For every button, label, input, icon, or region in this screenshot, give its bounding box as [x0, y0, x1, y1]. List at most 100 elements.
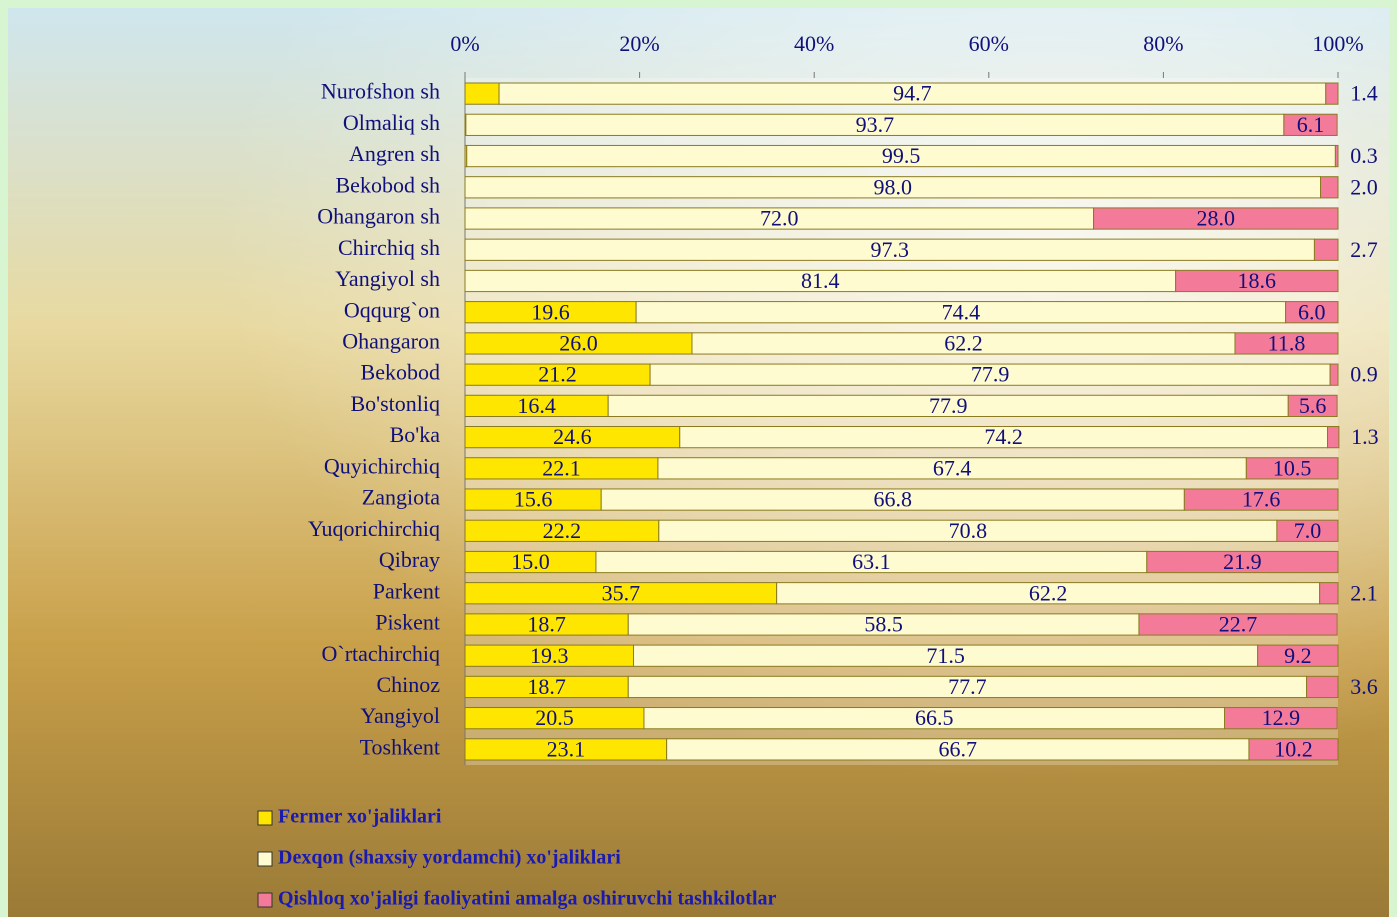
- value-label: 77.9: [929, 393, 968, 418]
- bar-segment: [1234, 332, 1339, 355]
- value-label: 6.0: [1298, 299, 1326, 324]
- value-label: 93.7: [856, 112, 895, 137]
- value-label: 62.2: [1029, 580, 1068, 605]
- value-label: 19.3: [530, 643, 569, 668]
- plot: 0%20%40%60%80%100%Nurofshon sh3.994.71.4…: [308, 31, 1379, 765]
- bar-segment: [1138, 613, 1338, 636]
- value-label: 71.5: [926, 643, 965, 668]
- value-label: 11.8: [1268, 330, 1306, 355]
- legend-swatch: [257, 851, 273, 867]
- value-label: 16.4: [517, 393, 556, 418]
- category-label: Quyichirchiq: [324, 453, 440, 478]
- value-label: 18.7: [527, 674, 566, 699]
- bar-segment: [1306, 675, 1339, 699]
- category-label: Ohangaron: [342, 328, 440, 353]
- value-label: 7.0: [1294, 518, 1322, 543]
- value-label: 77.9: [971, 362, 1010, 387]
- value-label: 66.8: [874, 487, 913, 512]
- bar-segment: [1248, 738, 1339, 761]
- bar-segment: [1146, 550, 1339, 574]
- value-label: 2.1: [1350, 580, 1378, 605]
- value-label: 2.7: [1350, 237, 1378, 262]
- value-label: 98.0: [874, 174, 913, 199]
- value-label: 1.4: [1350, 81, 1378, 106]
- bar-segment: [1276, 519, 1339, 542]
- x-tick-label: 60%: [969, 31, 1009, 56]
- bar-segment: [1334, 144, 1339, 168]
- value-label: 15.0: [511, 549, 550, 574]
- value-label: 21.2: [538, 362, 577, 387]
- legend-swatch: [257, 892, 273, 908]
- bar-segment: [1320, 176, 1339, 199]
- bar-segment: [1257, 644, 1339, 667]
- value-label: 1.3: [1351, 424, 1379, 449]
- value-label: 0.9: [1350, 362, 1378, 387]
- x-tick-label: 40%: [794, 31, 834, 56]
- bar-segment: [1283, 113, 1338, 136]
- category-label: Chirchiq sh: [338, 235, 440, 260]
- bar-segment: [1093, 207, 1339, 230]
- value-label: 5.6: [1299, 393, 1327, 418]
- x-tick-label: 0%: [450, 31, 479, 56]
- category-label: Piskent: [375, 610, 440, 635]
- value-label: 22.7: [1219, 612, 1258, 637]
- x-tick-label: 80%: [1143, 31, 1183, 56]
- value-label: 6.1: [1297, 112, 1325, 137]
- value-label: 77.7: [948, 674, 987, 699]
- category-label: Zangiota: [362, 485, 440, 510]
- value-label: 63.1: [852, 549, 891, 574]
- value-label: 3.6: [1350, 674, 1378, 699]
- value-label: 67.4: [933, 455, 972, 480]
- value-label: 0.3: [1350, 143, 1378, 168]
- value-label: 10.5: [1273, 455, 1312, 480]
- bar-segment: [464, 82, 500, 105]
- bar-segment: [1175, 269, 1339, 293]
- category-label: Bekobod sh: [336, 172, 441, 197]
- category-label: Angren sh: [349, 141, 440, 166]
- category-label: Bo'ka: [390, 422, 441, 447]
- category-label: Yangiyol sh: [335, 266, 440, 291]
- bar-segment: [1319, 582, 1339, 605]
- legend-label: Fermer xo'jaliklari: [278, 806, 442, 828]
- bar-segment: [1325, 82, 1339, 105]
- x-tick-label: 20%: [619, 31, 659, 56]
- value-label: 24.6: [553, 424, 592, 449]
- x-tick-label: 100%: [1312, 31, 1363, 56]
- bar-segment: [1245, 457, 1339, 480]
- bar-segment: [1329, 363, 1339, 386]
- value-label: 81.4: [801, 268, 840, 293]
- category-label: Chinoz: [376, 672, 440, 697]
- value-label: 26.0: [559, 330, 598, 355]
- value-label: 12.9: [1262, 705, 1301, 730]
- category-label: Yuqorichirchiq: [308, 516, 440, 541]
- category-label: Qibray: [379, 547, 440, 572]
- category-label: Yangiyol: [360, 703, 440, 728]
- value-label: 99.5: [882, 143, 921, 168]
- legend-swatch: [257, 810, 273, 826]
- value-label: 62.2: [944, 330, 983, 355]
- value-label: 58.5: [864, 612, 903, 637]
- value-label: 66.5: [915, 705, 954, 730]
- value-label: 18.7: [527, 612, 566, 637]
- category-label: Ohangaron sh: [317, 204, 440, 229]
- value-label: 70.8: [949, 518, 988, 543]
- category-label: O`rtachirchiq: [322, 641, 441, 666]
- value-label: 66.7: [939, 736, 978, 761]
- legend-label: Dexqon (shaxsiy yordamchi) xo'jaliklari: [278, 847, 621, 869]
- category-label: Bo'stonliq: [350, 391, 440, 416]
- legend: Fermer xo'jaliklari Dexqon (shaxsiy yorda…: [257, 806, 777, 910]
- value-label: 22.1: [542, 455, 581, 480]
- value-label: 23.1: [547, 736, 586, 761]
- value-label: 17.6: [1242, 487, 1281, 512]
- bar-segment: [1285, 301, 1339, 324]
- category-label: Nurofshon sh: [321, 79, 440, 104]
- value-label: 20.5: [535, 705, 574, 730]
- value-label: 2.0: [1350, 174, 1378, 199]
- value-label: 72.0: [760, 206, 799, 231]
- legend-label: Qishloq xo'jaligi faoliyatini amalga osh…: [278, 888, 777, 910]
- category-label: Olmaliq sh: [343, 110, 440, 135]
- value-label: 74.4: [942, 299, 981, 324]
- value-label: 21.9: [1223, 549, 1262, 574]
